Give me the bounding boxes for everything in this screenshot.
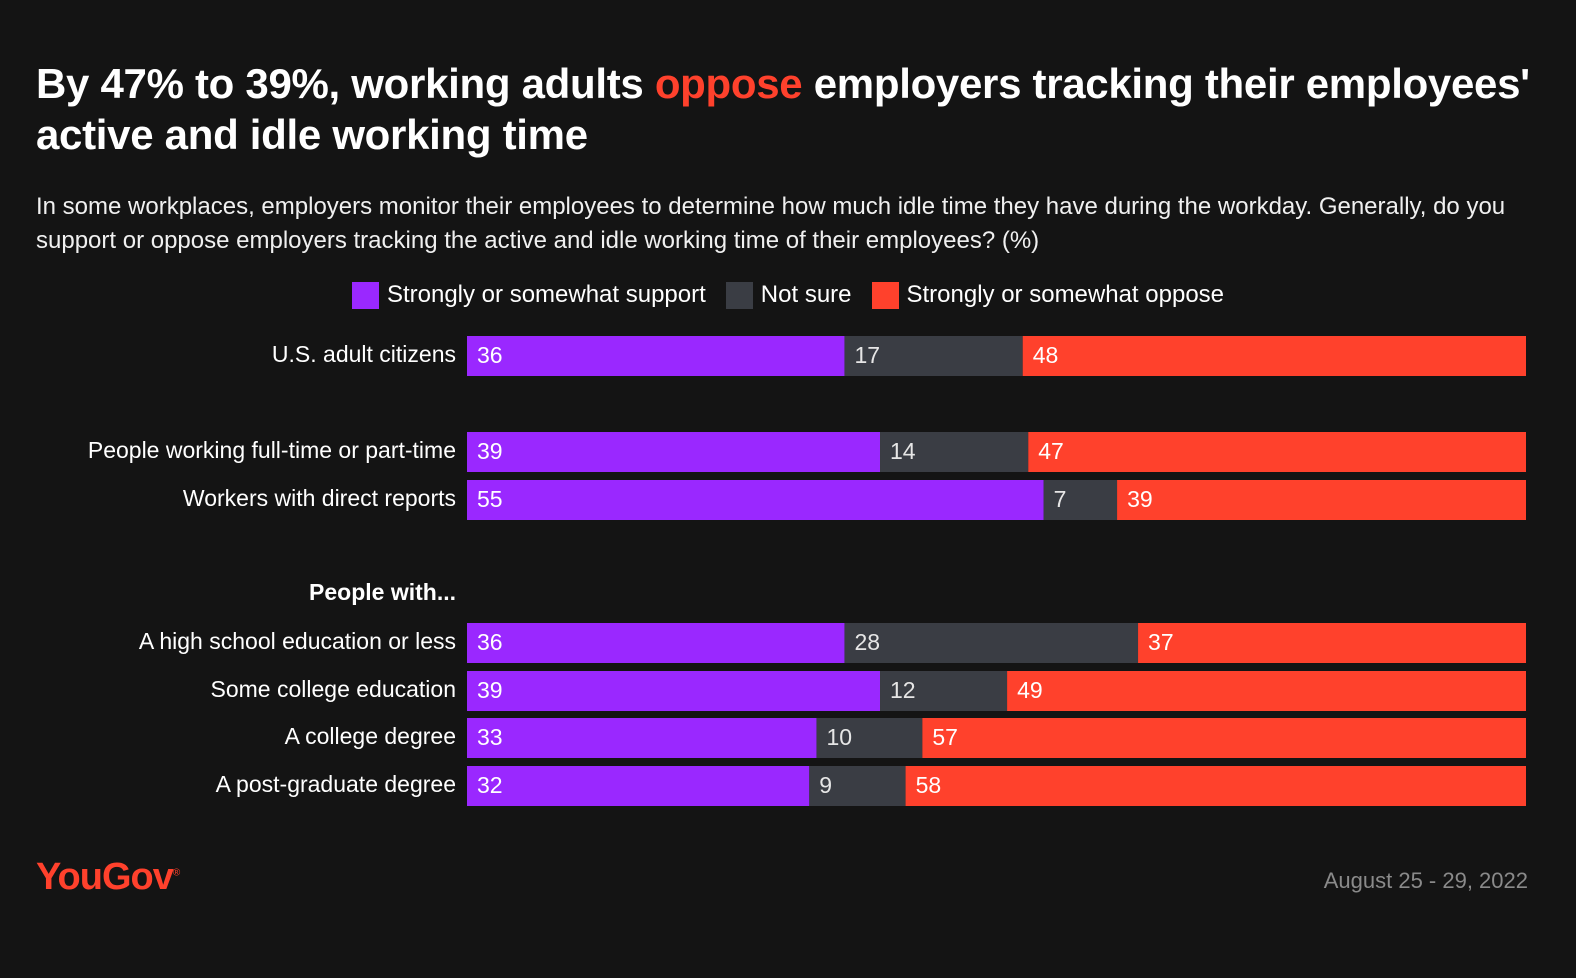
data-label-not-sure: 10: [826, 724, 852, 750]
data-label-oppose: 39: [1127, 486, 1153, 512]
title-text-pre: By 47% to 39%, working adults: [36, 60, 655, 107]
legend-item-support: Strongly or somewhat support: [351, 280, 706, 310]
category-label: U.S. adult citizens: [272, 341, 456, 367]
title-highlight: oppose: [654, 60, 803, 107]
legend-swatch-support: [351, 281, 379, 309]
data-label-oppose: 37: [1148, 629, 1174, 655]
bar-segment-not-sure: [844, 336, 1023, 376]
category-label: Workers with direct reports: [183, 485, 456, 511]
data-label-oppose: 48: [1033, 342, 1059, 368]
bar-segment-oppose: [905, 766, 1526, 806]
category-label: A high school education or less: [139, 628, 456, 654]
data-label-support: 36: [477, 629, 503, 655]
bar-segment-not-sure: [880, 671, 1008, 711]
bar-segment-support: [467, 480, 1044, 520]
bar-segment-oppose: [1022, 336, 1526, 376]
chart-subtitle: In some workplaces, employers monitor th…: [36, 193, 1506, 254]
data-label-oppose: 58: [916, 772, 942, 798]
category-label: A post-graduate degree: [216, 771, 456, 797]
chart-title: By 47% to 39%, working adults oppose emp…: [36, 58, 1536, 160]
data-label-support: 32: [477, 772, 503, 798]
category-label: People working full-time or part-time: [88, 437, 456, 463]
legend-swatch-oppose: [871, 281, 899, 309]
data-label-not-sure: 28: [854, 629, 880, 655]
data-label-support: 39: [477, 677, 503, 703]
legend-label-oppose: Strongly or somewhat oppose: [906, 281, 1225, 308]
bar-segment-support: [467, 336, 845, 376]
title-text-post: employers tracking their employees' acti…: [36, 60, 1530, 158]
legend-item-oppose: Strongly or somewhat oppose: [871, 280, 1225, 310]
legend: Strongly or somewhat support Not sure St…: [0, 280, 1576, 310]
survey-date: August 25 - 29, 2022: [1323, 868, 1528, 893]
data-label-support: 39: [477, 438, 503, 464]
data-label-oppose: 57: [932, 724, 958, 750]
bar-segment-support: [467, 718, 817, 758]
data-label-not-sure: 9: [819, 772, 832, 798]
bar-segment-oppose: [1117, 480, 1526, 520]
bar-segment-support: [467, 766, 810, 806]
section-label: People with...: [309, 579, 456, 605]
legend-item-not-sure: Not sure: [725, 280, 852, 310]
bar-segment-oppose: [1138, 623, 1526, 663]
legend-label-support: Strongly or somewhat support: [386, 281, 706, 308]
bar-segment-support: [467, 671, 881, 711]
bar-segment-not-sure: [844, 623, 1139, 663]
data-label-support: 36: [477, 342, 503, 368]
bar-segment-not-sure: [1043, 480, 1118, 520]
category-label: Some college education: [211, 676, 457, 702]
data-label-not-sure: 17: [854, 342, 880, 368]
data-label-not-sure: 12: [890, 677, 916, 703]
data-label-oppose: 47: [1038, 438, 1064, 464]
bar-segment-not-sure: [809, 766, 906, 806]
bar-segment-not-sure: [816, 718, 923, 758]
data-label-support: 55: [477, 486, 503, 512]
brand-registered-mark: ®: [172, 867, 180, 879]
legend-label-not-sure: Not sure: [760, 281, 852, 308]
data-label-support: 33: [477, 724, 503, 750]
bar-segment-oppose: [1028, 432, 1526, 472]
bar-segment-oppose: [1007, 671, 1526, 711]
bar-segment-not-sure: [880, 432, 1029, 472]
bar-segment-support: [467, 432, 881, 472]
category-label: A college degree: [285, 723, 456, 749]
yougov-logo: YouGov®: [36, 856, 180, 899]
data-label-not-sure: 14: [890, 438, 916, 464]
brand-text: YouGov: [36, 856, 174, 898]
bar-segment-oppose: [922, 718, 1526, 758]
bar-segment-support: [467, 623, 845, 663]
data-label-not-sure: 7: [1054, 486, 1067, 512]
data-label-oppose: 49: [1017, 677, 1043, 703]
legend-swatch-not-sure: [725, 281, 753, 309]
